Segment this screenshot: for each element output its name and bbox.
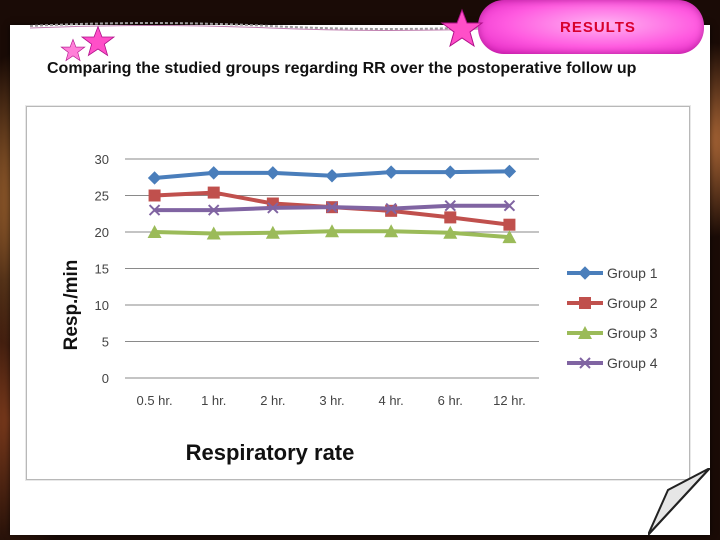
data-point xyxy=(208,204,220,216)
y-tick-label: 10 xyxy=(95,298,109,313)
data-point xyxy=(147,225,162,238)
x-tick-label: 6 hr. xyxy=(438,393,463,408)
data-point xyxy=(265,225,280,239)
legend-label: Group 1 xyxy=(607,265,658,281)
data-point xyxy=(325,169,339,183)
star-icon xyxy=(80,25,116,57)
data-point xyxy=(206,226,221,240)
decorative-swoosh xyxy=(30,22,510,31)
x-tick-label: 0.5 hr. xyxy=(137,393,173,408)
x-tick-labels: 0.5 hr. 1 hr. 2 hr. 3 hr. 4 hr. 6 hr. 12 hr. xyxy=(137,393,526,408)
data-point xyxy=(267,202,279,214)
data-point xyxy=(444,200,456,212)
legend-marker xyxy=(578,326,592,339)
data-point xyxy=(502,230,517,244)
results-badge xyxy=(478,0,704,54)
grid-lines xyxy=(125,158,539,379)
series-4 xyxy=(148,200,516,216)
page-subtitle: Comparing the studied groups regarding R… xyxy=(47,60,637,77)
series-group xyxy=(147,164,517,244)
y-tick-label: 5 xyxy=(102,335,109,350)
data-point xyxy=(266,166,280,180)
x-tick-label: 3 hr. xyxy=(319,393,344,408)
data-point xyxy=(444,211,457,224)
chart-frame: 0 5 10 15 20 25 30 0.5 hr. 1 hr. 2 hr. 3 hr. 4 hr.… xyxy=(26,106,690,480)
data-point xyxy=(147,171,162,185)
y-tick-label: 25 xyxy=(95,189,109,204)
data-point xyxy=(502,164,517,179)
data-point xyxy=(443,165,457,179)
series-3 xyxy=(147,224,517,244)
y-tick-label: 30 xyxy=(95,152,109,167)
data-point xyxy=(384,165,398,179)
legend: Group 1 Group 2 Group 3 Group 4 xyxy=(567,265,658,371)
chart-title: Respiratory rate xyxy=(186,440,355,465)
data-point xyxy=(148,204,161,216)
y-axis-label: Resp./min xyxy=(61,260,82,351)
legend-marker xyxy=(579,357,591,369)
legend-marker xyxy=(579,297,591,309)
y-tick-labels: 0 5 10 15 20 25 30 xyxy=(95,152,109,386)
legend-marker xyxy=(578,266,592,280)
data-point xyxy=(207,186,220,199)
data-point xyxy=(384,224,399,238)
legend-label: Group 2 xyxy=(607,295,658,311)
line-chart: 0 5 10 15 20 25 30 0.5 hr. 1 hr. 2 hr. 3 hr. 4 hr.… xyxy=(61,152,658,465)
x-tick-label: 12 hr. xyxy=(493,393,526,408)
data-point xyxy=(207,166,221,180)
data-point xyxy=(325,224,339,238)
data-point xyxy=(385,202,397,215)
legend-entry: Group 2 xyxy=(567,295,658,311)
legend-entry: Group 3 xyxy=(567,325,658,341)
x-tick-label: 2 hr. xyxy=(260,393,285,408)
star-icon xyxy=(440,8,484,48)
legend-entry: Group 4 xyxy=(567,355,658,371)
data-point xyxy=(503,218,516,231)
y-tick-label: 15 xyxy=(95,262,109,277)
legend-label: Group 4 xyxy=(607,355,658,371)
y-tick-label: 0 xyxy=(102,371,109,386)
legend-label: Group 3 xyxy=(607,325,658,341)
data-point xyxy=(326,201,338,213)
x-tick-label: 1 hr. xyxy=(201,393,226,408)
data-point xyxy=(503,200,516,212)
data-point xyxy=(148,189,161,202)
star-icon xyxy=(60,38,86,62)
legend-entry: Group 1 xyxy=(567,265,658,281)
series-1 xyxy=(147,164,517,185)
page-curl-icon xyxy=(648,468,710,535)
data-point xyxy=(443,225,458,239)
x-tick-label: 4 hr. xyxy=(378,393,403,408)
results-label: RESULTS xyxy=(560,19,636,36)
y-tick-label: 20 xyxy=(95,225,109,240)
